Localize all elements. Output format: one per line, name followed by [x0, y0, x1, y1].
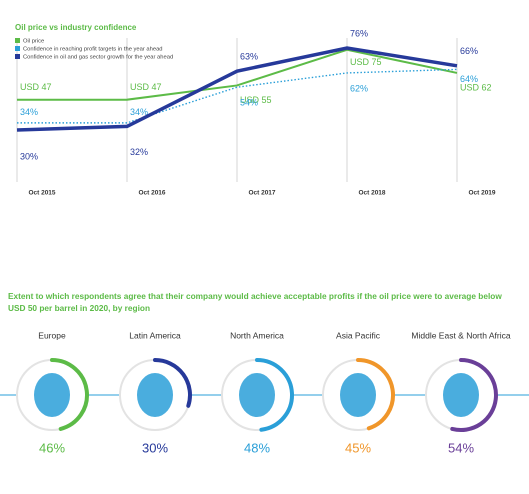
region-label: Middle East & North Africa: [411, 330, 510, 340]
value-label: 46%: [39, 440, 65, 455]
legend-swatch: [15, 38, 20, 43]
value-label: 54%: [240, 98, 258, 108]
value-label: 34%: [20, 107, 38, 117]
region-map: [239, 373, 275, 417]
legend-label: Oil price: [23, 39, 44, 45]
value-label: 30%: [20, 151, 38, 161]
x-tick-label: Oct 2015: [28, 190, 55, 197]
value-label: 32%: [130, 147, 148, 157]
value-label: 64%: [460, 74, 478, 84]
region-map: [34, 373, 70, 417]
x-tick-label: Oct 2017: [248, 190, 275, 197]
value-label: 62%: [350, 83, 368, 93]
section-heading: Extent to which respondents agree that t…: [8, 291, 502, 313]
value-label: 34%: [130, 107, 148, 117]
legend-swatch: [15, 54, 20, 59]
legend-label: Confidence in reaching profit targets in…: [23, 47, 163, 53]
x-tick-label: Oct 2018: [358, 190, 385, 197]
value-label: USD 75: [350, 57, 382, 67]
gauge-arc: [255, 358, 294, 432]
value-label: 66%: [460, 46, 478, 56]
section-heading-text: Extent to which respondents agree that t…: [8, 291, 502, 313]
value-label: 30%: [142, 440, 168, 455]
series-line: [17, 48, 458, 101]
region-label: North America: [230, 330, 284, 340]
value-label: USD 47: [130, 82, 162, 92]
legend-swatch: [15, 46, 20, 51]
value-label: USD 55: [240, 95, 272, 105]
x-tick-label: Oct 2019: [468, 190, 495, 197]
value-label: 48%: [244, 440, 270, 455]
region-label: Latin America: [129, 330, 181, 340]
gauge-arc: [356, 358, 395, 431]
value-label: 54%: [448, 440, 474, 455]
value-label: USD 47: [20, 82, 52, 92]
region-map: [340, 373, 376, 417]
region-label: Asia Pacific: [336, 330, 381, 340]
region-map: [443, 373, 479, 417]
value-label: USD 62: [460, 82, 492, 92]
series-line: [16, 46, 458, 132]
legend-label: Confidence in oil and gas sector growth …: [23, 55, 173, 61]
value-label: 76%: [350, 28, 368, 38]
region-map: [137, 373, 173, 417]
value-label: 45%: [345, 440, 371, 455]
x-tick-label: Oct 2016: [138, 190, 165, 197]
gauge-arc: [153, 358, 192, 408]
gauge-arc: [50, 358, 89, 431]
chart-title: Oil price vs industry confidence: [15, 23, 137, 32]
region-label: Europe: [38, 330, 66, 340]
gauge-arc: [450, 358, 498, 432]
value-label: 63%: [240, 52, 258, 62]
